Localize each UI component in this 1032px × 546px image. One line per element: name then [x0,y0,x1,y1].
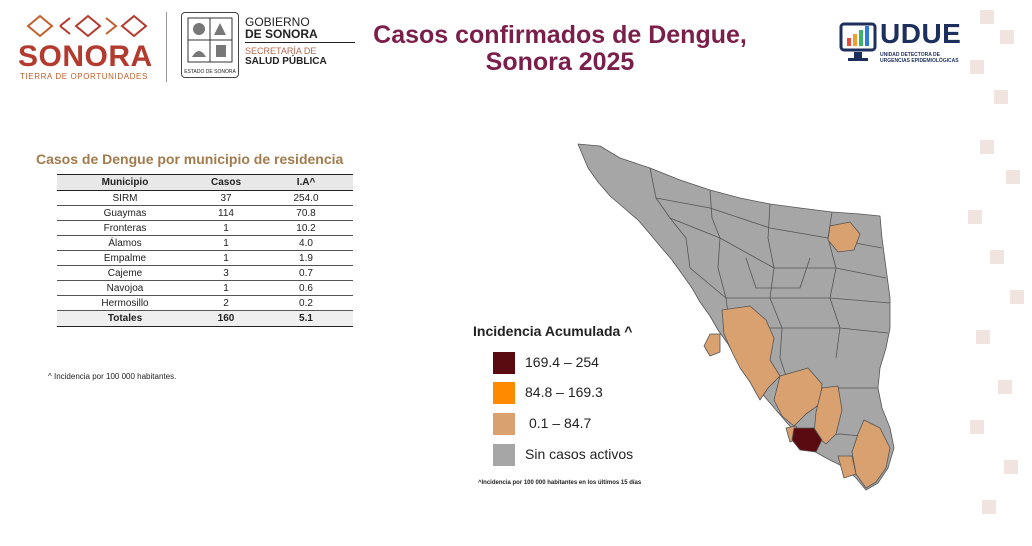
legend-label: 169.4 – 254 [525,354,599,370]
table-row: Álamos 1 4.0 [57,235,353,251]
legend-label: 84.8 – 169.3 [525,384,603,400]
legend-item: 84.8 – 169.3 [493,382,693,404]
cell-casos: 1 [193,235,259,251]
map-region-sirm [791,427,823,453]
map-region-hermosillo [721,305,781,401]
page-title: Casos confirmados de Dengue, Sonora 2025 [340,22,780,76]
title-line-1: Casos confirmados de Dengue, [373,21,747,49]
legend-item: Sin casos activos [493,444,693,466]
column-header-casos: Casos [193,174,259,191]
cell-casos: 1 [193,280,259,296]
legend-label: 0.1 – 84.7 [529,415,592,431]
column-header-ia: I.A^ [259,174,353,191]
legend-label: Sin casos activos [525,446,634,462]
table-total-row: Totales 160 5.1 [57,310,353,327]
legend-item: 169.4 – 254 [493,352,693,374]
government-logo: GOBIERNO DE SONORA SECRETARÍA DE SALUD P… [245,16,355,68]
cell-casos: 1 [193,250,259,266]
legend-title: Incidencia Acumulada ^ [473,323,633,339]
udue-logo-word: UDUE [880,18,962,49]
cases-table: Municipio Casos I.A^ SIRM 37 254.0 Guaymas… [57,174,353,327]
legend-swatch [493,382,515,404]
table-row: Cajeme 3 0.7 [57,265,353,281]
monitor-chart-icon [839,22,877,61]
cell-municipio: Fronteras [57,220,193,236]
legend-swatch [493,352,515,374]
cell-total-casos: 160 [193,310,259,327]
table-row: Navojoa 1 0.6 [57,280,353,296]
legend-swatch [493,444,515,466]
cell-ia: 10.2 [259,220,353,236]
gov-line-1: GOBIERNO [245,15,310,29]
sonora-map [577,143,895,491]
table-title: Casos de Dengue por municipio de residen… [36,151,344,167]
legend-item: 0.1 – 84.7 [493,413,693,435]
cell-total-label: Totales [57,310,193,327]
header-divider [166,12,167,82]
cell-municipio: Empalme [57,250,193,266]
sonora-logo-word: SONORA [18,40,153,73]
table-row: Empalme 1 1.9 [57,250,353,266]
cell-casos: 114 [193,205,259,221]
udue-logo-subtitle: UNIDAD DETECTORA DE URGENCIAS EPIDEMIOLÓ… [880,52,959,64]
table-footnote: ^ Incidencia por 100 000 habitantes. [48,372,177,381]
table-header-row: Municipio Casos I.A^ [57,174,353,191]
cell-ia: 70.8 [259,205,353,221]
table-row: Hermosillo 2 0.2 [57,295,353,311]
sonora-logo-tagline: TIERRA DE OPORTUNIDADES [20,72,148,81]
map-region-island [703,333,721,357]
udue-sub-line-1: UNIDAD DETECTORA DE [880,52,941,58]
seal-caption: ESTADO DE SONORA [184,69,236,75]
cell-municipio: Guaymas [57,205,193,221]
decorative-pattern [968,10,1024,514]
cell-ia: 0.7 [259,265,353,281]
column-header-municipio: Municipio [57,174,193,191]
map-region-cajeme [813,385,843,445]
map-region-alamos [851,419,891,489]
sonora-pattern-icon [26,14,148,38]
table-row: Guaymas 114 70.8 [57,205,353,221]
cell-casos: 3 [193,265,259,281]
cell-casos: 1 [193,220,259,236]
gov-line-2: DE SONORA [245,28,355,43]
cell-municipio: Álamos [57,235,193,251]
gov-line-4: SALUD PÚBLICA [245,56,327,67]
cell-municipio: Cajeme [57,265,193,281]
cell-ia: 1.9 [259,250,353,266]
coat-of-arms-icon [187,17,233,63]
state-seal: ESTADO DE SONORA [181,12,239,78]
cell-ia: 0.6 [259,280,353,296]
page-header: SONORA TIERRA DE OPORTUNIDADES ESTADO DE… [0,0,1032,95]
table-row: Fronteras 1 10.2 [57,220,353,236]
gov-line-3: SECRETARÍA DE [245,46,317,56]
table-row: SIRM 37 254.0 [57,190,353,206]
cell-casos: 37 [193,190,259,206]
udue-logo: UDUE UNIDAD DETECTORA DE URGENCIAS EPIDE… [838,14,978,74]
cell-municipio: Navojoa [57,280,193,296]
map-region-guaymas [773,367,823,427]
cell-ia: 254.0 [259,190,353,206]
cell-casos: 2 [193,295,259,311]
cell-municipio: SIRM [57,190,193,206]
sonora-logo: SONORA TIERRA DE OPORTUNIDADES [18,12,158,82]
legend-footnote: ^Incidencia por 100 000 habitantes en lo… [478,480,642,486]
cell-ia: 4.0 [259,235,353,251]
udue-sub-line-2: URGENCIAS EPIDEMIOLÓGICAS [880,58,959,64]
map-region-navojoa [837,455,857,479]
cell-municipio: Hermosillo [57,295,193,311]
cell-ia: 0.2 [259,295,353,311]
legend-swatch [493,413,515,435]
map-region-fronteras [827,221,861,253]
title-line-2: Sonora 2025 [485,48,635,76]
cell-total-ia: 5.1 [259,310,353,327]
